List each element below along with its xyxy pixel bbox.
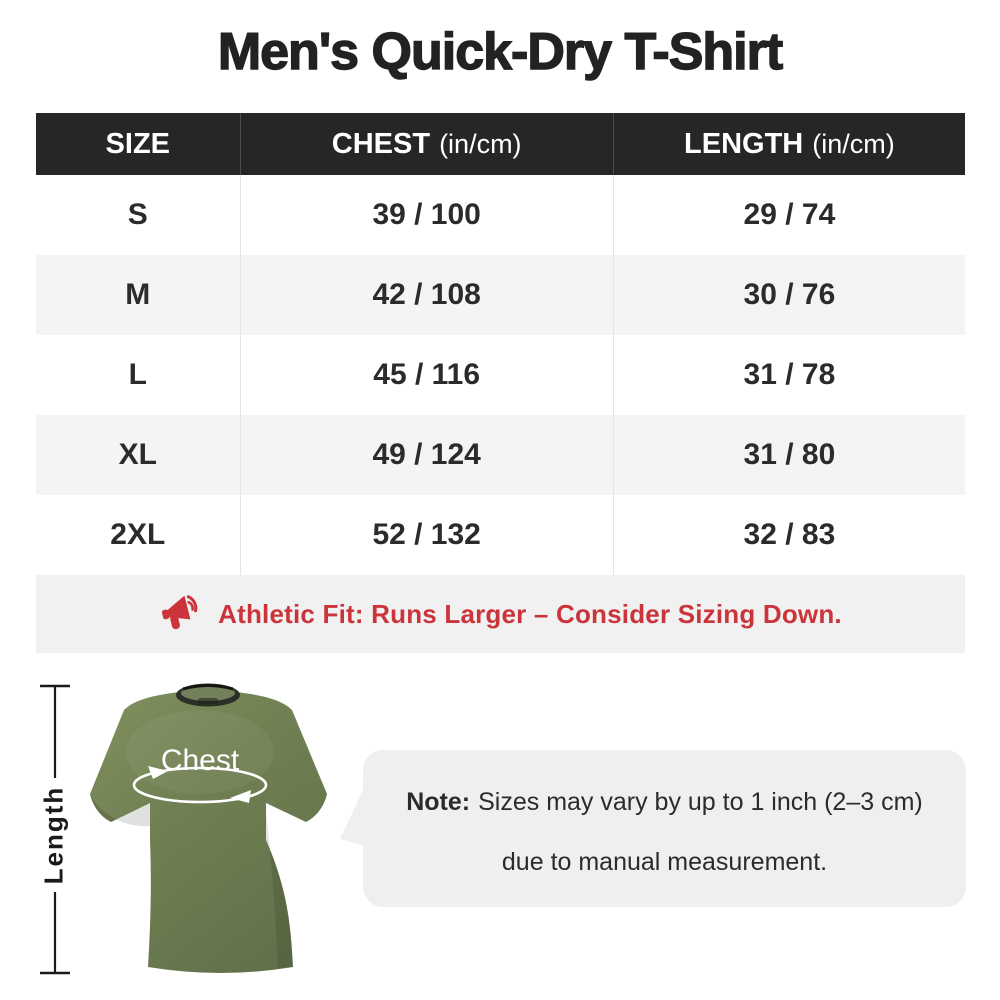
- page-title: Men's Quick-Dry T-Shirt: [217, 22, 784, 81]
- table-row: 2XL 52 / 132 32 / 83: [36, 495, 965, 575]
- tshirt-image: Chest: [90, 683, 327, 973]
- chest-arrowhead-right: [230, 790, 251, 803]
- size-table: SIZE CHEST (in/cm) LENGTH (in/cm) S 39 / …: [36, 113, 965, 653]
- shade-right-side: [266, 810, 293, 968]
- tshirt-body: [90, 692, 327, 973]
- measurement-note-line1: Note: Sizes may vary by up to 1 inch (2–3…: [363, 786, 966, 818]
- column-header-length: LENGTH (in/cm): [612, 113, 965, 175]
- chest-label: Chest: [161, 744, 240, 777]
- measurement-note-line2: due to manual measurement.: [501, 848, 828, 876]
- measurement-note-bubble: Note: Sizes may vary by up to 1 inch (2–3…: [340, 750, 966, 907]
- table-row: XL 49 / 124 31 / 80: [36, 415, 965, 495]
- measurement-note-text: Sizes may vary by up to 1 inch (2–3 cm): [478, 788, 923, 816]
- chest-cell: 42 / 108: [239, 255, 613, 335]
- measurement-note-label: Note:: [406, 788, 471, 816]
- length-label: Length: [38, 785, 69, 885]
- length-arrow: [40, 684, 70, 975]
- chest-arrowhead-left: [148, 766, 168, 779]
- table-row: S 39 / 100 29 / 74: [36, 175, 965, 255]
- table-header: SIZE CHEST (in/cm) LENGTH (in/cm): [36, 113, 965, 175]
- column-header-chest-unit: (in/cm): [439, 128, 522, 159]
- brand-label: [198, 698, 218, 704]
- size-cell: L: [128, 358, 147, 391]
- length-cell: 29 / 74: [612, 175, 965, 255]
- length-cell: 31 / 78: [612, 335, 965, 415]
- size-cell: 2XL: [110, 518, 166, 551]
- collar-inner: [181, 685, 235, 701]
- chest-ellipse: [132, 766, 268, 804]
- column-header-size-label: SIZE: [105, 127, 171, 160]
- fit-note: Athletic Fit: Runs Larger – Consider Siz…: [36, 575, 965, 653]
- column-header-length-label: LENGTH: [684, 127, 804, 160]
- chest-cell: 52 / 132: [239, 495, 613, 575]
- size-table-rows: S 39 / 100 29 / 74 M 42 / 108 30 / 76 L 45 / 11…: [36, 175, 965, 575]
- fit-note-text: Athletic Fit: Runs Larger – Consider Siz…: [218, 598, 842, 629]
- megaphone-icon: [162, 595, 198, 630]
- chest-cell: 39 / 100: [239, 175, 613, 255]
- collar-tape: [182, 684, 234, 691]
- column-header-size: SIZE: [36, 113, 240, 175]
- size-cell: XL: [118, 438, 157, 471]
- column-header-length-unit: (in/cm): [812, 128, 895, 159]
- length-cell: 30 / 76: [612, 255, 965, 335]
- shade-left-sleeve: [90, 794, 150, 827]
- table-row: M 42 / 108 30 / 76: [36, 255, 965, 335]
- size-cell: M: [125, 278, 151, 311]
- bubble-tail: [340, 786, 365, 846]
- chest-cell: 45 / 116: [239, 335, 613, 415]
- chest-cell: 49 / 124: [239, 415, 613, 495]
- length-cell: 32 / 83: [612, 495, 965, 575]
- length-cell: 31 / 80: [612, 415, 965, 495]
- size-cell: S: [127, 198, 148, 231]
- table-row: L 45 / 116 31 / 78: [36, 335, 965, 415]
- column-header-chest-label: CHEST: [331, 127, 431, 160]
- column-header-chest: CHEST (in/cm): [239, 113, 613, 175]
